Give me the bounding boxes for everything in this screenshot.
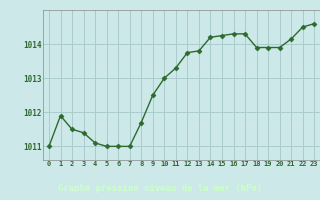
- Text: Graphe pression niveau de la mer (hPa): Graphe pression niveau de la mer (hPa): [58, 184, 262, 193]
